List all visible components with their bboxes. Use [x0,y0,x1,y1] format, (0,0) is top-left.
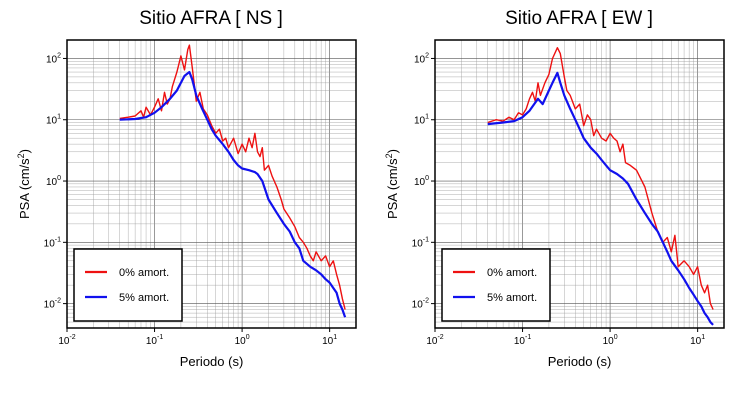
x-tick-label: 100 [603,334,618,347]
chart-title: Sitio AFRA [ NS ] [139,8,283,29]
y-tick-label: 102 [46,52,61,65]
series-line-0 [487,47,714,310]
chart-panel-0: Sitio AFRA [ NS ] 10-2 10-1 100 101 10-2 10-1 1… [16,8,357,369]
legend-label-1: 5% amort. [487,292,537,304]
y-axis-label: PSA (cm/s2) [384,149,400,219]
y-tick-label: 10-2 [412,298,429,311]
legend-label-0: 0% amort. [119,267,169,279]
x-tick-label: 100 [235,334,250,347]
y-axis-label: PSA (cm/s2) [16,149,32,219]
legend-box [73,248,183,322]
series-line-0 [119,44,346,310]
y-tick-label: 101 [414,114,429,127]
plot-frame [434,39,725,329]
legend-label-1: 5% amort. [119,292,169,304]
x-tick-label: 10-1 [514,334,531,347]
chart-title: Sitio AFRA [ EW ] [505,8,653,29]
x-tick-label: 10-2 [426,334,443,347]
series-line-1 [119,70,347,318]
y-tick-label: 100 [414,175,429,188]
y-tick-label: 101 [46,114,61,127]
x-tick-label: 10-1 [146,334,163,347]
legend-label-0: 0% amort. [487,267,537,279]
x-tick-label: 101 [322,334,337,347]
y-tick-label: 10-2 [44,298,61,311]
y-tick-label: 10-1 [412,236,429,249]
legend-box [441,248,551,322]
y-tick-label: 10-1 [44,236,61,249]
series-line-1 [487,71,714,326]
y-tick-label: 102 [414,52,429,65]
plot-frame [66,39,357,329]
x-tick-label: 10-2 [58,334,75,347]
x-axis-label: Periodo (s) [180,354,244,369]
x-axis-label: Periodo (s) [548,354,612,369]
chart-panel-1: Sitio AFRA [ EW ] 10-2 10-1 100 101 10-2 10-1 1… [384,8,725,369]
y-tick-label: 100 [46,175,61,188]
x-tick-label: 101 [690,334,705,347]
